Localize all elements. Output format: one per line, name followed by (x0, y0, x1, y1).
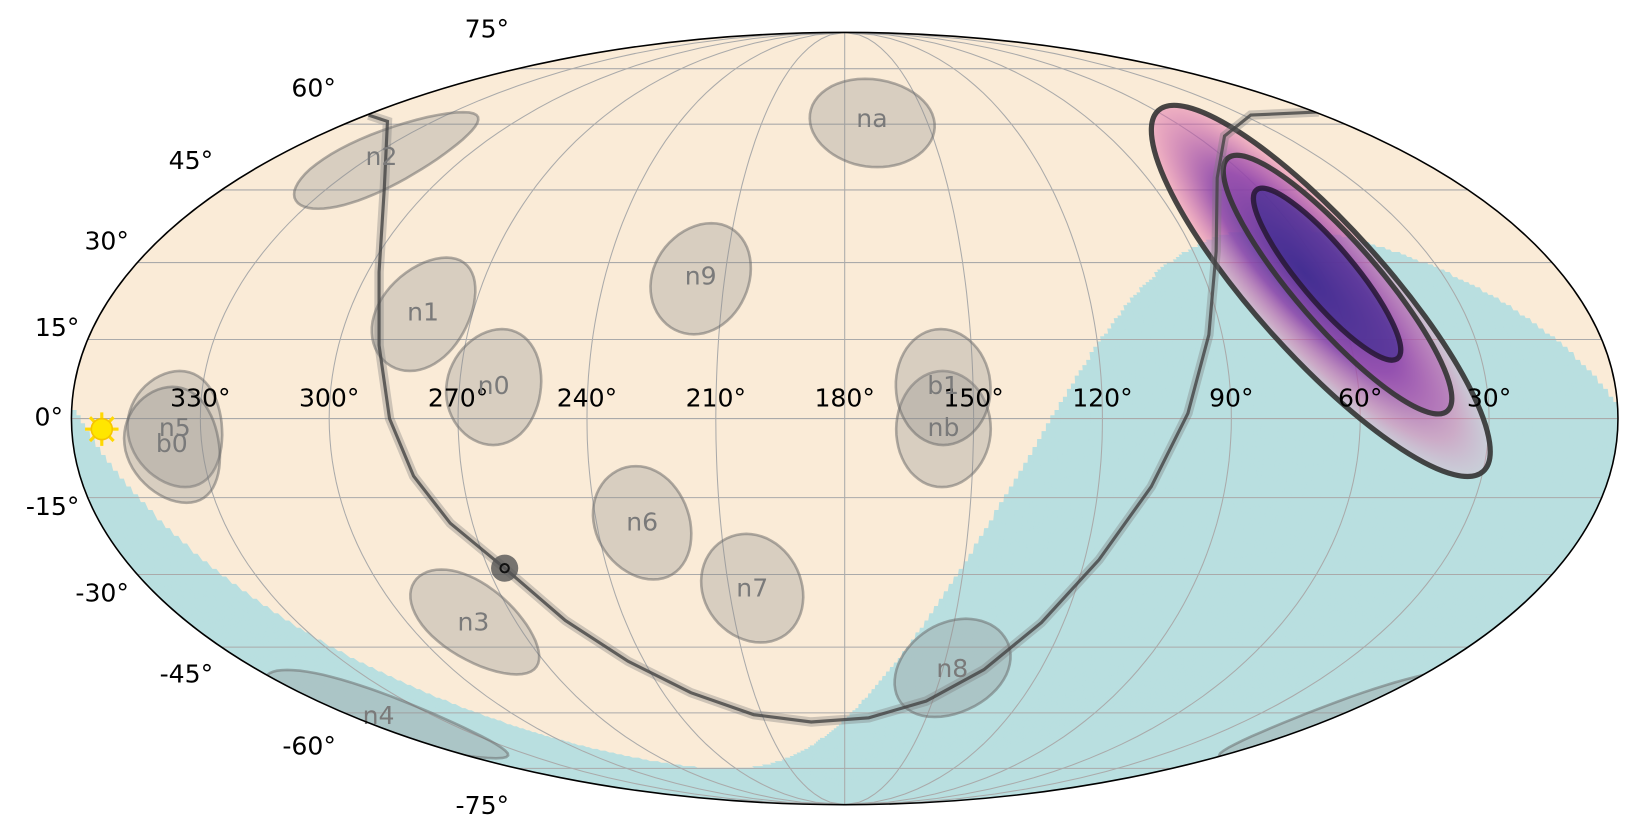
labels: 330° 300° 270° 240° 210° 180° 150° 120° 90° 60° 30… (26, 14, 1511, 819)
detector-circle (808, 77, 937, 169)
contour-inner (1250, 185, 1404, 363)
detector-label: n7 (736, 573, 768, 602)
detector-circle (126, 369, 224, 489)
lat-tick-label: 0° (35, 403, 64, 432)
detector-label: n5 (159, 413, 191, 442)
detector-circle (444, 327, 543, 447)
localization (1148, 102, 1493, 480)
detector-circle (591, 464, 693, 581)
sun-ray (108, 435, 115, 443)
lon-tick-label: 330° (170, 384, 230, 413)
detector-label: n8 (936, 654, 968, 683)
detector-label: n1 (407, 298, 439, 327)
detector-circle (71, 77, 139, 169)
galactic-center-dot (499, 562, 510, 574)
detector-circle (370, 256, 477, 373)
lon-tick-label: 210° (686, 384, 746, 413)
detector-circle (894, 327, 992, 447)
detector-label: b1 (927, 371, 959, 400)
sky-outline (70, 31, 1619, 806)
lon-tick-label: 240° (557, 384, 617, 413)
lat-tick-label: 60° (291, 74, 336, 103)
lat-tick-label: -75° (456, 791, 510, 820)
lat-tick-label: 30° (84, 227, 129, 256)
sun-disc (90, 417, 114, 441)
sun-ray (108, 416, 115, 423)
detector-label: n0 (478, 371, 510, 400)
detector-circle (122, 385, 222, 505)
lon-tick-label: 30° (1467, 384, 1512, 413)
detector-label: n3 (457, 608, 489, 637)
detector-label: na (856, 104, 887, 133)
lon-tick-label: 180° (814, 384, 874, 413)
detector-circle (894, 369, 993, 489)
detector-label: b0 (156, 429, 188, 458)
detectors (71, 77, 1618, 760)
lon-tick-label: 60° (1338, 384, 1383, 413)
detector-circle (409, 568, 541, 676)
detector-circle (699, 532, 805, 644)
sun (85, 412, 119, 446)
lat-tick-label: -15° (26, 492, 80, 521)
grid (71, 32, 1618, 805)
galactic-center (491, 554, 519, 582)
detector-label: n2 (366, 142, 398, 171)
detector-label: n4 (363, 701, 395, 730)
galactic-plane (367, 107, 1319, 727)
lat-tick-label: 15° (35, 313, 80, 342)
lon-tick-label: 300° (299, 384, 359, 413)
lon-tick-label: 270° (428, 384, 488, 413)
sun-ray (88, 416, 96, 423)
detector-circle (649, 221, 753, 336)
sun-ray (88, 435, 96, 443)
lat-tick-label: -30° (75, 578, 129, 607)
detector-label: n9 (685, 262, 717, 291)
detector-label: nb (928, 413, 960, 442)
lat-tick-label: 75° (465, 14, 510, 43)
lat-tick-label: -45° (160, 659, 214, 688)
galactic-plane-line (368, 110, 1319, 724)
detector-circle (893, 617, 1012, 719)
detector-label: n6 (626, 508, 658, 537)
lon-tick-label: 90° (1209, 384, 1254, 413)
detector-circle (1592, 77, 1618, 169)
lon-tick-label: 150° (943, 384, 1003, 413)
lat-tick-label: 45° (169, 146, 214, 175)
lat-tick-label: -60° (282, 731, 336, 760)
lon-tick-label: 120° (1072, 384, 1132, 413)
